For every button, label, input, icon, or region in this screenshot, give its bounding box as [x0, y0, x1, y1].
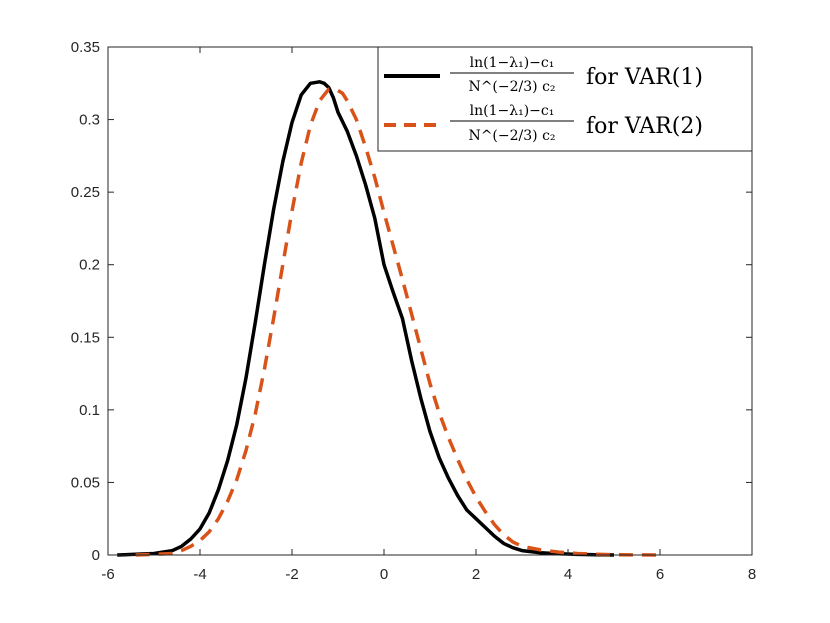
y-tick-label: 0.2: [79, 257, 100, 274]
x-tick-label: 2: [472, 566, 480, 583]
y-tick-label: 0.25: [71, 184, 100, 201]
legend-numerator-var2: ln(1−λ₁)−c₁: [470, 103, 555, 119]
x-tick-label: -2: [285, 566, 298, 583]
x-tick-label: 8: [748, 566, 756, 583]
legend-numerator-var1: ln(1−λ₁)−c₁: [470, 55, 555, 71]
y-tick-labels: 0 0.05 0.1 0.15 0.2 0.25 0.3 0.35: [71, 39, 100, 564]
legend-denominator-var2: N^(−2/3) c₂: [468, 128, 555, 144]
x-tick-label: 4: [564, 566, 572, 583]
legend-box: [377, 46, 753, 152]
series-line-var1: [117, 80, 615, 557]
series-lines: [117, 80, 661, 557]
y-tick-label: 0.3: [79, 112, 100, 129]
x-tick-label: 6: [656, 566, 664, 583]
y-tick-label: 0: [92, 547, 100, 564]
y-tick-label: 0.1: [79, 402, 100, 419]
y-tick-label: 0.15: [71, 329, 100, 346]
legend-denominator-var1: N^(−2/3) c₂: [468, 79, 555, 95]
x-tick-labels: -6 -4 -2 0 2 4 6 8: [101, 566, 756, 583]
x-tick-label: -4: [193, 566, 206, 583]
x-tick-label: -6: [101, 566, 114, 583]
series-line-var2: [135, 87, 661, 557]
legend: ln(1−λ₁)−c₁ N^(−2/3) c₂ for VAR(1) ln(1−…: [377, 46, 753, 152]
legend-label-var2: for VAR(2): [586, 114, 703, 139]
legend-label-var1: for VAR(1): [586, 65, 703, 90]
y-tick-label: 0.35: [71, 39, 100, 56]
y-tick-label: 0.05: [71, 474, 100, 491]
x-tick-label: 0: [380, 566, 388, 583]
